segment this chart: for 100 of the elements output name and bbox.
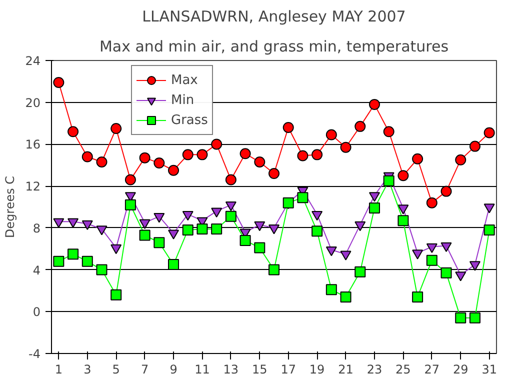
point bbox=[455, 154, 466, 166]
point bbox=[354, 266, 366, 278]
point bbox=[368, 98, 380, 110]
point bbox=[340, 250, 352, 260]
x-tick-label: 17 bbox=[280, 362, 296, 376]
point bbox=[68, 126, 79, 138]
point bbox=[139, 230, 150, 241]
chart-subtitle: Max and min air, and grass min, temperatures bbox=[99, 38, 449, 56]
point bbox=[211, 138, 222, 150]
point bbox=[68, 248, 79, 260]
point bbox=[110, 244, 122, 254]
point bbox=[196, 223, 208, 234]
point bbox=[96, 226, 108, 236]
chart-title: LLANSADWRN, Anglesey MAY 2007 bbox=[142, 8, 406, 26]
point bbox=[455, 272, 466, 282]
point bbox=[268, 168, 280, 180]
x-tick-label: 25 bbox=[396, 362, 411, 376]
x-tick-label: 5 bbox=[112, 362, 120, 376]
point bbox=[440, 267, 452, 278]
point bbox=[124, 174, 136, 186]
point bbox=[110, 289, 122, 300]
y-tick-label: 12 bbox=[25, 180, 41, 194]
x-tick-label: 31 bbox=[482, 362, 497, 376]
point bbox=[182, 224, 194, 236]
point bbox=[484, 127, 495, 138]
point bbox=[398, 204, 409, 214]
point bbox=[426, 243, 438, 254]
point bbox=[254, 221, 266, 232]
x-tick-label: 7 bbox=[140, 362, 149, 376]
legend-label: Max bbox=[171, 72, 198, 88]
point bbox=[82, 151, 93, 162]
point bbox=[139, 152, 150, 164]
point bbox=[469, 312, 480, 324]
point bbox=[412, 153, 424, 164]
point bbox=[326, 284, 337, 296]
point bbox=[354, 120, 366, 132]
x-tick-label: 21 bbox=[338, 362, 354, 376]
point bbox=[82, 256, 93, 267]
x-tick-label: 19 bbox=[309, 362, 325, 376]
point bbox=[340, 291, 352, 302]
legend-label: Grass bbox=[171, 112, 208, 128]
y-tick-label: 4 bbox=[32, 263, 41, 278]
point bbox=[53, 76, 64, 88]
point bbox=[426, 197, 438, 208]
point bbox=[398, 170, 409, 182]
point bbox=[154, 213, 165, 223]
y-tick-label: -4 bbox=[28, 347, 41, 361]
point bbox=[254, 242, 266, 254]
point bbox=[53, 256, 64, 267]
point bbox=[53, 218, 64, 228]
point bbox=[225, 174, 236, 186]
point bbox=[368, 192, 380, 202]
point bbox=[268, 224, 280, 234]
point bbox=[312, 226, 323, 237]
point bbox=[426, 254, 438, 266]
x-tick-label: 13 bbox=[223, 362, 239, 376]
point bbox=[254, 156, 266, 168]
point bbox=[240, 148, 251, 160]
point bbox=[225, 210, 236, 222]
point bbox=[484, 224, 495, 236]
x-tick-label: 9 bbox=[170, 362, 178, 376]
point bbox=[312, 210, 323, 221]
point bbox=[196, 149, 208, 160]
point bbox=[455, 312, 466, 324]
point bbox=[139, 219, 150, 229]
y-tick-label: 0 bbox=[32, 305, 41, 320]
point bbox=[398, 215, 409, 226]
point bbox=[354, 221, 366, 232]
point bbox=[440, 186, 452, 197]
point bbox=[469, 140, 480, 152]
point bbox=[297, 150, 308, 162]
x-tick-label: 3 bbox=[84, 362, 92, 376]
y-tick-label: 24 bbox=[25, 54, 41, 68]
point bbox=[225, 202, 236, 212]
point bbox=[297, 192, 308, 204]
point bbox=[110, 123, 122, 134]
point bbox=[240, 234, 251, 246]
point bbox=[340, 142, 352, 153]
y-tick-label: 8 bbox=[32, 221, 41, 236]
point bbox=[68, 218, 79, 228]
legend-label: Min bbox=[171, 92, 194, 108]
point bbox=[96, 156, 108, 168]
y-tick-label: 16 bbox=[25, 138, 41, 152]
point bbox=[440, 242, 452, 252]
point bbox=[412, 250, 424, 260]
point bbox=[383, 175, 394, 186]
point bbox=[282, 122, 294, 133]
y-axis-title: Degrees C bbox=[3, 176, 18, 238]
point bbox=[168, 259, 180, 270]
point bbox=[469, 261, 480, 271]
y-tick-label: 20 bbox=[25, 96, 41, 110]
point bbox=[383, 126, 394, 138]
point bbox=[211, 208, 222, 218]
point bbox=[268, 264, 280, 276]
point bbox=[368, 202, 380, 214]
point bbox=[211, 223, 222, 234]
x-tick-label: 29 bbox=[452, 362, 468, 376]
point bbox=[168, 230, 180, 240]
point bbox=[154, 237, 165, 248]
point bbox=[182, 210, 194, 221]
